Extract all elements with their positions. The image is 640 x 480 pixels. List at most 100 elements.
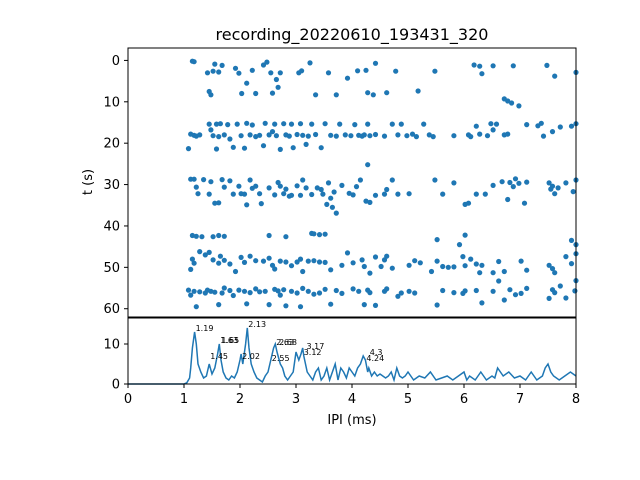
raster-y-tick-label: 30 — [103, 178, 120, 193]
raster-point — [202, 252, 208, 258]
raster-point — [193, 233, 199, 239]
raster-point — [333, 133, 339, 139]
raster-point — [339, 290, 345, 296]
raster-point — [262, 288, 268, 294]
raster-point — [227, 261, 233, 267]
histogram-x-tick-label: 0 — [124, 392, 132, 407]
raster-point — [468, 256, 474, 262]
raster-point — [544, 62, 550, 68]
raster-point — [266, 302, 272, 308]
raster-point — [365, 162, 371, 168]
raster-point — [216, 134, 222, 140]
raster-point — [361, 132, 367, 138]
raster-point — [191, 176, 197, 182]
raster-point — [210, 257, 216, 263]
peak-label: 1.45 — [210, 352, 228, 361]
raster-point — [353, 184, 360, 190]
raster-point — [283, 303, 289, 309]
raster-point — [384, 253, 390, 259]
raster-point — [299, 68, 305, 74]
raster-point — [477, 131, 483, 137]
raster-point — [499, 179, 505, 185]
raster-point — [213, 146, 220, 152]
raster-point — [568, 123, 575, 129]
raster-point — [524, 285, 530, 291]
raster-point — [318, 145, 324, 151]
raster-point — [260, 62, 267, 68]
raster-point — [415, 88, 421, 94]
raster-point — [440, 263, 446, 270]
peak-label: 1.63 — [220, 336, 238, 345]
raster-point — [501, 297, 507, 303]
raster-point — [465, 200, 472, 206]
raster-point — [288, 288, 295, 294]
raster-point — [266, 232, 272, 239]
raster-point — [208, 288, 214, 294]
raster-y-tick-label: 20 — [103, 137, 120, 152]
raster-point — [389, 265, 395, 271]
raster-point — [473, 191, 479, 197]
raster-point — [538, 120, 544, 126]
raster-y-tick-label: 0 — [112, 54, 120, 69]
raster-point — [406, 262, 412, 268]
raster-point — [283, 259, 289, 265]
peak-label: 1.65 — [221, 336, 239, 345]
raster-point — [348, 133, 354, 139]
histogram-panel: 1.19 1.631.65 1.45 2.13 2.02 2.632.68 2.55 3.17… — [103, 317, 580, 407]
raster-point — [518, 258, 524, 264]
raster-point — [273, 76, 279, 83]
raster-point — [322, 231, 328, 237]
raster-point — [238, 254, 244, 260]
raster-point — [381, 133, 388, 139]
raster-point — [445, 264, 451, 270]
raster-point — [253, 134, 259, 140]
raster-point — [247, 253, 253, 259]
raster-point — [344, 250, 351, 256]
raster-point — [490, 127, 496, 133]
raster-point — [496, 258, 502, 265]
raster-point — [264, 59, 270, 65]
raster-point — [232, 65, 239, 71]
raster-point — [230, 191, 236, 197]
raster-point — [316, 290, 323, 296]
raster-point — [236, 287, 242, 293]
raster-point — [477, 63, 483, 69]
histogram-y-ticks: 0 10 — [103, 338, 128, 393]
raster-point — [516, 103, 522, 109]
peak-label: 4.24 — [366, 354, 384, 363]
raster-point — [236, 183, 242, 189]
raster-point — [247, 132, 253, 138]
raster-point — [232, 268, 239, 275]
raster-point — [277, 146, 283, 152]
raster-point — [241, 288, 248, 294]
raster-point — [546, 295, 552, 301]
raster-point — [193, 304, 199, 310]
raster-point — [288, 192, 295, 198]
histogram-x-tick-label: 5 — [404, 392, 412, 407]
raster-point — [372, 302, 379, 308]
raster-point — [462, 232, 468, 238]
raster-point — [516, 180, 522, 186]
raster-point — [434, 302, 440, 308]
raster-y-ticks: 0 10 20 30 40 50 60 — [103, 54, 128, 317]
raster-point — [367, 199, 373, 205]
raster-point — [473, 261, 479, 267]
raster-point — [563, 180, 569, 186]
raster-point — [262, 120, 268, 126]
raster-point — [260, 258, 267, 264]
raster-point — [339, 262, 345, 268]
raster-point — [505, 98, 511, 104]
raster-point — [288, 121, 295, 127]
raster-point — [384, 90, 390, 96]
raster-point — [356, 288, 362, 294]
raster-point — [451, 133, 457, 139]
raster-point — [404, 133, 410, 139]
raster-point — [189, 232, 195, 239]
raster-point — [398, 121, 404, 127]
raster-point — [272, 266, 278, 272]
raster-point — [552, 191, 558, 197]
raster-point — [212, 289, 218, 295]
raster-point — [300, 177, 306, 183]
